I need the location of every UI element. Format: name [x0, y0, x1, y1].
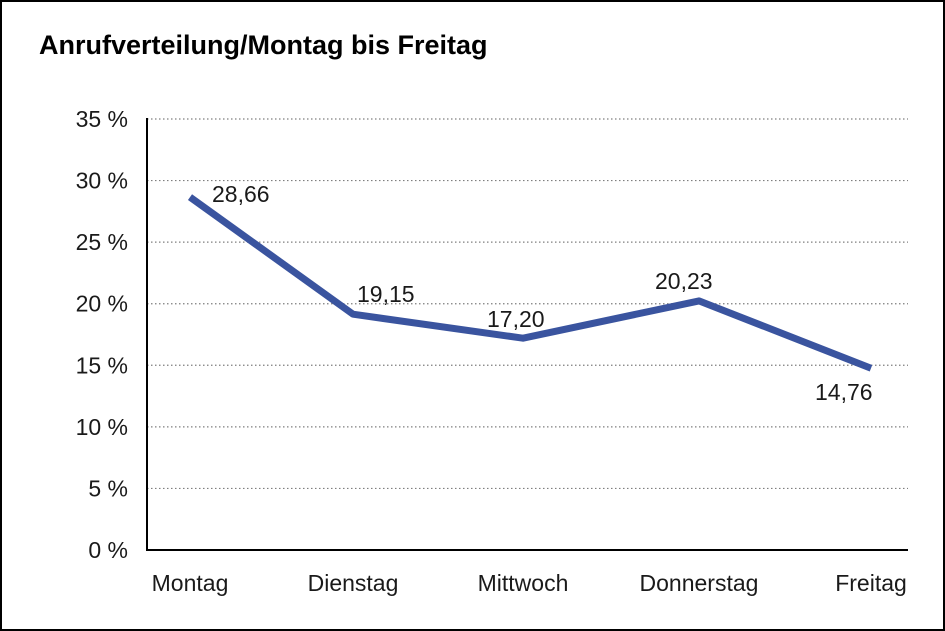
- x-tick-label: Mittwoch: [478, 570, 569, 596]
- y-tick-label: 15 %: [76, 352, 128, 378]
- x-tick-label: Montag: [152, 570, 229, 596]
- y-tick-label: 35 %: [76, 106, 128, 132]
- y-tick-label: 0 %: [88, 537, 128, 563]
- y-tick-label: 5 %: [88, 475, 128, 501]
- y-tick-label: 30 %: [76, 168, 128, 194]
- series-line: [187, 194, 873, 372]
- y-tick-label: 25 %: [76, 229, 128, 255]
- data-point-label: 20,23: [655, 268, 713, 294]
- x-tick-label: Dienstag: [308, 570, 399, 596]
- x-tick-label: Freitag: [835, 570, 907, 596]
- y-tick-label: 20 %: [76, 291, 128, 317]
- x-tick-label: Donnerstag: [640, 570, 759, 596]
- data-point-label: 14,76: [815, 379, 873, 405]
- data-point-label: 19,15: [357, 281, 415, 307]
- chart-title: Anrufverteilung/Montag bis Freitag: [39, 30, 488, 60]
- y-tick-label: 10 %: [76, 414, 128, 440]
- data-point-label: 28,66: [212, 181, 270, 207]
- data-point-label: 17,20: [487, 306, 545, 332]
